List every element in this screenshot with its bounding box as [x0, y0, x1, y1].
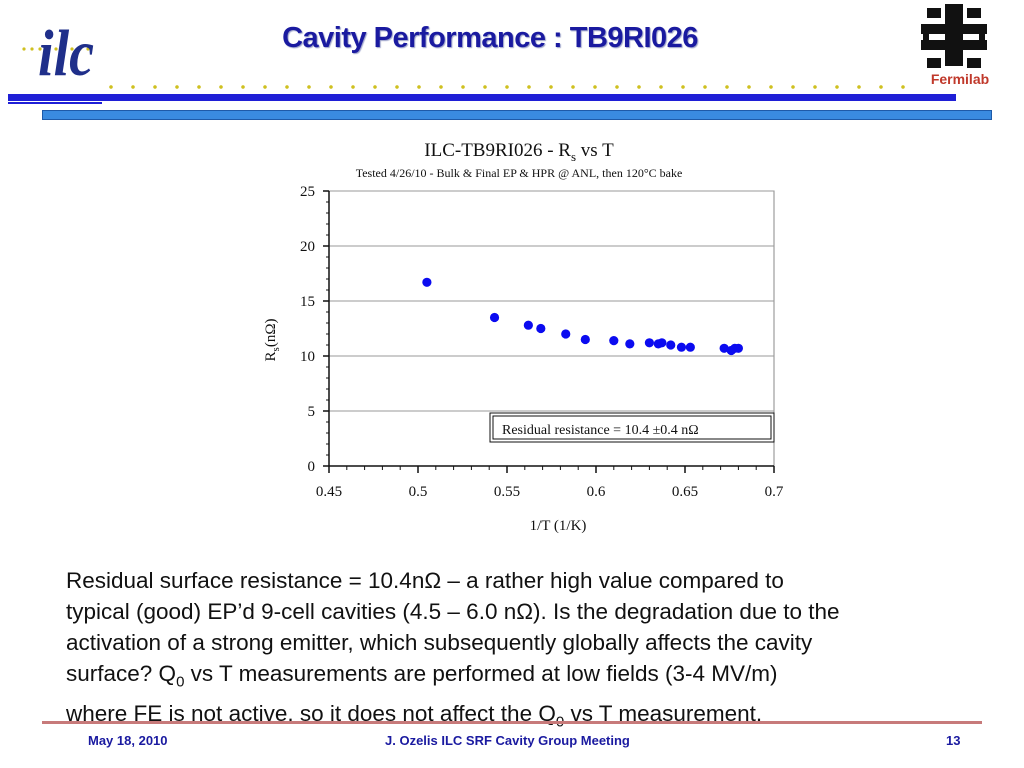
y-axis-label: Rs(nΩ) [263, 319, 282, 362]
axes [323, 190, 775, 473]
footer-rule [42, 721, 982, 724]
y-tick-label: 25 [300, 184, 315, 200]
y-tick-label: 5 [308, 404, 316, 420]
x-tick-label: 0.45 [316, 484, 342, 500]
gridlines [329, 190, 774, 412]
x-tick-label: 0.55 [494, 484, 520, 500]
data-point [719, 343, 729, 353]
chart-subtitle: Tested 4/26/10 - Bulk & Final EP & HPR @… [356, 166, 683, 180]
section-bar [42, 110, 992, 120]
y-tick-label: 10 [300, 349, 315, 365]
data-point [644, 338, 654, 348]
chart-title: ILC-TB9RI026 - Rs vs T [424, 140, 614, 164]
x-tick-labels: 0.45 0.5 0.55 0.6 0.65 0.7 [316, 484, 784, 500]
x-tick-label: 0.6 [587, 484, 606, 500]
data-point [489, 312, 500, 323]
page-number: 13 [946, 733, 961, 748]
decorative-dots [100, 83, 920, 91]
x-tick-label: 0.65 [672, 484, 698, 500]
body-line: where FE is not active, so it does not a… [66, 700, 763, 731]
annotation-box: Residual resistance = 10.4 ±0.4 nΩ [489, 412, 775, 443]
ilc-logo-text: ilc [38, 17, 94, 83]
y-tick-label: 0 [308, 459, 316, 475]
y-tick-labels: 0 5 10 15 20 25 [300, 184, 315, 475]
ilc-dots [22, 47, 90, 51]
fermilab-logo: Fermilab [921, 4, 989, 87]
x-axis-label: 1/T (1/K) [530, 518, 587, 534]
data-point [666, 340, 676, 350]
data-points [422, 277, 743, 356]
data-point [561, 329, 571, 339]
slide-title: Cavity Performance : TB9RI026 [282, 22, 698, 54]
body-line: surface? Q0 vs T measurements are perfor… [66, 661, 778, 691]
ilc-logo: ilc [22, 17, 94, 83]
data-point [422, 277, 432, 287]
body-line: typical (good) EP’d 9-cell cavities (4.5… [66, 599, 840, 624]
y-tick-label: 20 [300, 239, 315, 255]
data-point [733, 343, 743, 353]
fermilab-mark-icon [921, 4, 987, 68]
y-tick-label: 15 [300, 294, 315, 310]
chart-background [238, 128, 800, 546]
x-tick-label: 0.5 [409, 484, 428, 500]
data-point [609, 336, 619, 346]
body-line: activation of a strong emitter, which su… [66, 630, 813, 655]
rs-vs-t-chart: ILC-TB9RI026 - Rs vs T Tested 4/26/10 - … [238, 128, 800, 546]
body-paragraph: Residual surface resistance = 10.4nΩ – a… [66, 565, 966, 737]
body-line: Residual surface resistance = 10.4nΩ – a… [66, 568, 784, 593]
data-point [580, 334, 590, 345]
data-point [536, 323, 546, 334]
header-bar [8, 94, 956, 101]
fermilab-label: Fermilab [931, 71, 989, 87]
x-tick-label: 0.7 [765, 484, 784, 500]
header-bar-underline [8, 102, 102, 104]
data-point [685, 342, 695, 352]
data-point [676, 342, 687, 352]
data-point [523, 320, 533, 330]
plot-area: 0 5 10 15 20 25 0.45 0.5 0.55 0.6 0.65 0.7 [300, 184, 784, 500]
data-point [657, 338, 667, 348]
footer-date: May 18, 2010 [88, 733, 168, 748]
footer-presenter: J. Ozelis ILC SRF Cavity Group Meeting [385, 733, 630, 748]
data-point [625, 339, 635, 349]
annotation-text: Residual resistance = 10.4 ±0.4 nΩ [502, 423, 699, 438]
